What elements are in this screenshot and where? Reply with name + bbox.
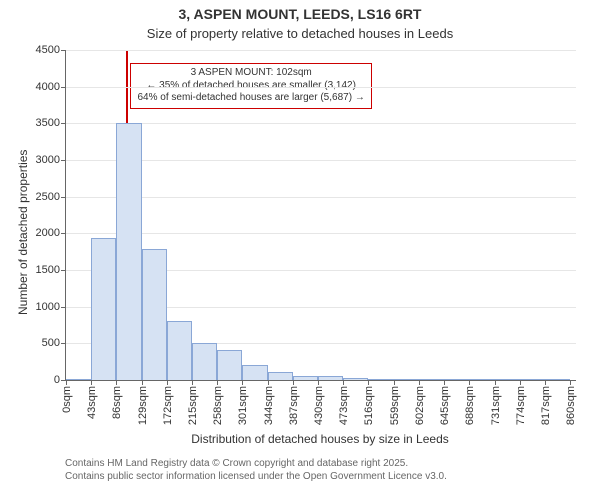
xtick-label: 860sqm — [563, 386, 577, 425]
plot-area: 3 ASPEN MOUNT: 102sqm ← 35% of detached … — [65, 50, 576, 381]
xtick-label: 473sqm — [336, 386, 350, 425]
histogram-bar — [520, 379, 545, 380]
x-axis-label: Distribution of detached houses by size … — [65, 432, 575, 446]
xtick-mark — [545, 380, 546, 385]
histogram-bar — [192, 343, 217, 380]
xtick-label: 86sqm — [109, 386, 123, 419]
xtick-label: 301sqm — [235, 386, 249, 425]
ytick-label: 1500 — [36, 264, 66, 276]
attribution-line: Contains public sector information licen… — [65, 471, 447, 484]
xtick-mark — [242, 380, 243, 385]
xtick-label: 129sqm — [135, 386, 149, 425]
ytick-label: 500 — [42, 337, 66, 349]
ytick-label: 2500 — [36, 191, 66, 203]
xtick-label: 0sqm — [59, 386, 73, 413]
xtick-label: 258sqm — [210, 386, 224, 425]
xtick-mark — [116, 380, 117, 385]
attribution-line: Contains HM Land Registry data © Crown c… — [65, 458, 447, 471]
xtick-label: 172sqm — [160, 386, 174, 425]
xtick-mark — [167, 380, 168, 385]
xtick-mark — [217, 380, 218, 385]
xtick-mark — [368, 380, 369, 385]
ytick-label: 0 — [54, 374, 66, 386]
xtick-mark — [520, 380, 521, 385]
histogram-bar — [167, 321, 192, 380]
xtick-mark — [444, 380, 445, 385]
xtick-label: 817sqm — [538, 386, 552, 425]
histogram-bar — [545, 379, 570, 380]
ytick-label: 4500 — [36, 44, 66, 56]
ytick-label: 1000 — [36, 301, 66, 313]
xtick-label: 344sqm — [261, 386, 275, 425]
xtick-mark — [66, 380, 67, 385]
histogram-bar — [242, 365, 267, 380]
attribution-text: Contains HM Land Registry data © Crown c… — [65, 458, 447, 483]
gridline — [66, 123, 576, 124]
xtick-mark — [268, 380, 269, 385]
histogram-bar — [419, 379, 444, 380]
xtick-label: 559sqm — [387, 386, 401, 425]
xtick-label: 43sqm — [84, 386, 98, 419]
xtick-mark — [318, 380, 319, 385]
annotation-line: 64% of semi-detached houses are larger (… — [137, 92, 364, 105]
xtick-mark — [192, 380, 193, 385]
ytick-label: 3500 — [36, 117, 66, 129]
histogram-bar — [217, 350, 242, 380]
xtick-mark — [469, 380, 470, 385]
xtick-label: 215sqm — [185, 386, 199, 425]
histogram-bar — [66, 379, 91, 380]
xtick-label: 774sqm — [513, 386, 527, 425]
chart-subtitle: Size of property relative to detached ho… — [0, 26, 600, 41]
xtick-label: 688sqm — [462, 386, 476, 425]
xtick-mark — [91, 380, 92, 385]
gridline — [66, 87, 576, 88]
histogram-bar — [394, 379, 419, 380]
y-axis-label: Number of detached properties — [16, 150, 30, 315]
gridline — [66, 197, 576, 198]
histogram-bar — [495, 379, 520, 380]
histogram-bar — [318, 376, 343, 380]
xtick-mark — [343, 380, 344, 385]
xtick-mark — [419, 380, 420, 385]
gridline — [66, 50, 576, 51]
xtick-label: 430sqm — [311, 386, 325, 425]
histogram-bar — [142, 249, 167, 380]
gridline — [66, 233, 576, 234]
xtick-mark — [495, 380, 496, 385]
histogram-bar — [368, 379, 393, 380]
histogram-bar — [293, 376, 318, 380]
xtick-mark — [570, 380, 571, 385]
histogram-bar — [116, 123, 141, 380]
chart-title: 3, ASPEN MOUNT, LEEDS, LS16 6RT — [0, 6, 600, 22]
xtick-label: 387sqm — [286, 386, 300, 425]
annotation-line: 3 ASPEN MOUNT: 102sqm — [137, 67, 364, 80]
xtick-mark — [394, 380, 395, 385]
xtick-mark — [142, 380, 143, 385]
xtick-label: 731sqm — [488, 386, 502, 425]
ytick-label: 3000 — [36, 154, 66, 166]
xtick-label: 645sqm — [437, 386, 451, 425]
xtick-mark — [293, 380, 294, 385]
histogram-bar — [444, 379, 469, 380]
histogram-bar — [469, 379, 494, 380]
xtick-label: 602sqm — [412, 386, 426, 425]
xtick-label: 516sqm — [361, 386, 375, 425]
histogram-bar — [268, 372, 293, 380]
histogram-bar — [91, 238, 116, 380]
histogram-bar — [343, 378, 368, 380]
gridline — [66, 160, 576, 161]
ytick-label: 4000 — [36, 81, 66, 93]
ytick-label: 2000 — [36, 227, 66, 239]
chart-container: 3, ASPEN MOUNT, LEEDS, LS16 6RT Size of … — [0, 0, 600, 500]
